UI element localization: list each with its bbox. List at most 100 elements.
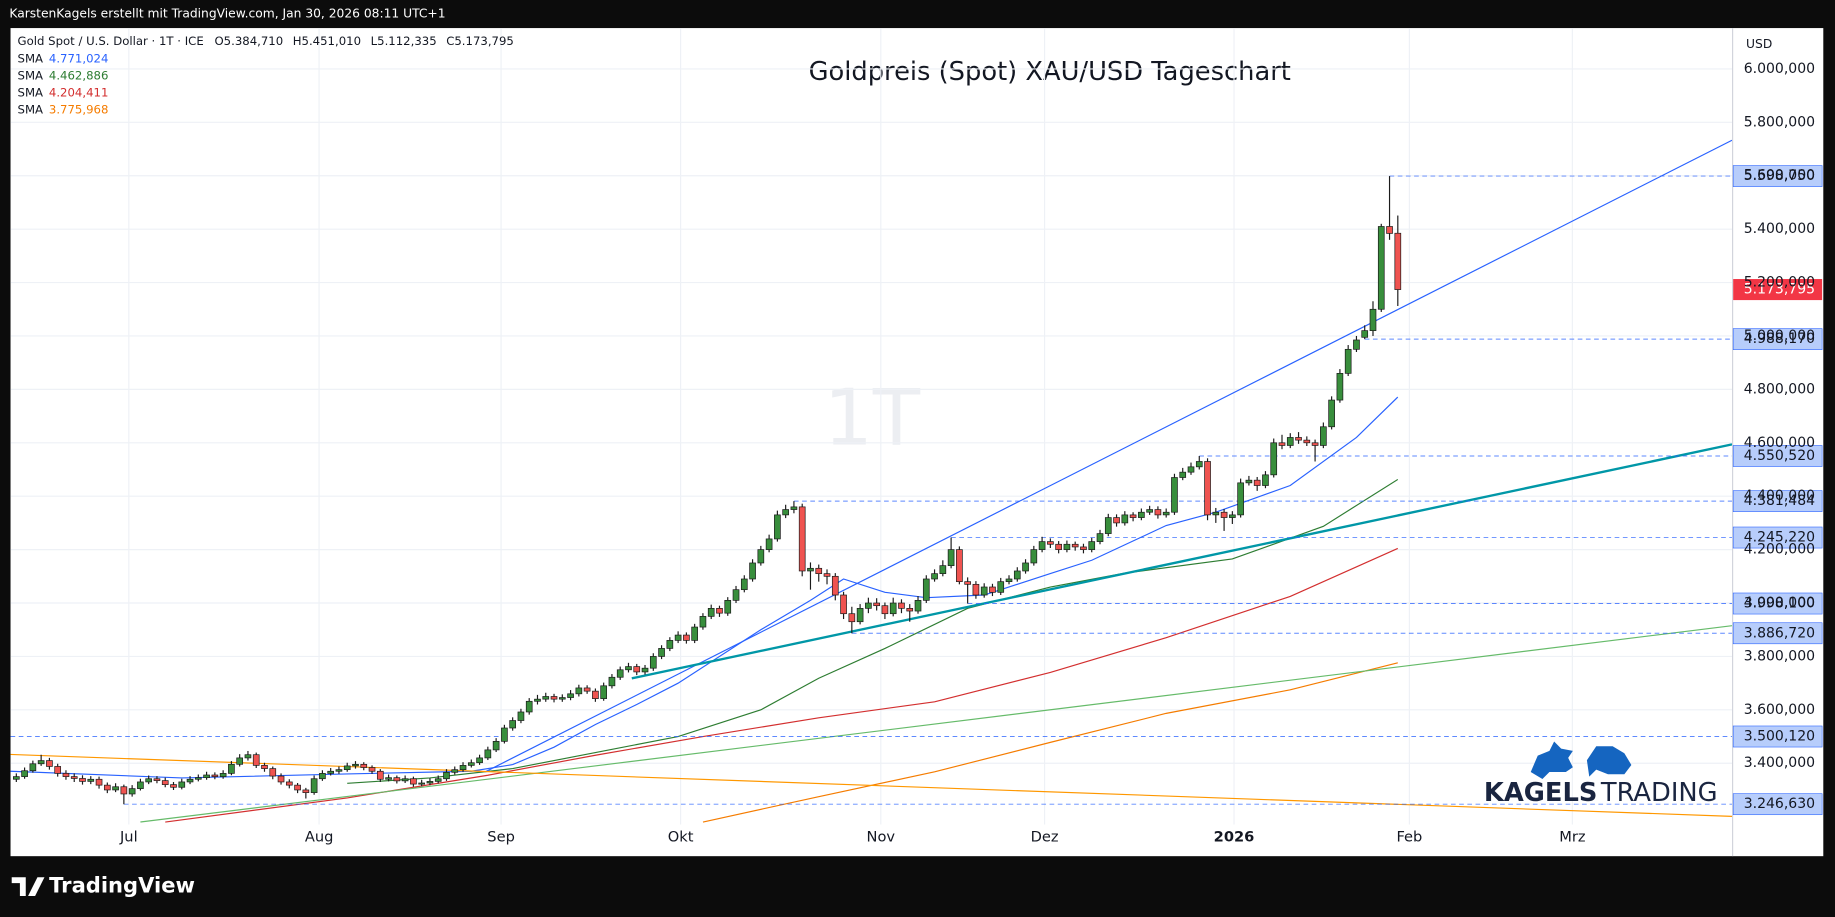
- level-label: 5.598,750: [1744, 168, 1815, 184]
- candle-body: [865, 602, 872, 609]
- candle-body: [1013, 570, 1021, 580]
- x-tick-label: Dez: [1031, 828, 1059, 845]
- candle-body: [683, 634, 690, 641]
- legend-name: SMA: [18, 68, 44, 82]
- candle-body: [1394, 232, 1402, 290]
- chart-pane: [10, 28, 1824, 857]
- candle-body: [592, 690, 599, 699]
- brand-logo: KAGELS TRADING: [1484, 741, 1718, 808]
- candle-body: [931, 573, 938, 580]
- x-tick-label: 2026: [1214, 828, 1255, 845]
- candle-body: [1113, 517, 1120, 524]
- candle-body: [1038, 541, 1046, 550]
- candle-body: [360, 763, 368, 768]
- legend-name: SMA: [18, 85, 44, 99]
- candle-body: [699, 616, 707, 628]
- level-badge: [1732, 622, 1823, 645]
- candle-body: [120, 786, 128, 795]
- legend-entry: SMA 4.204,411: [18, 85, 109, 99]
- candle-body: [848, 613, 856, 623]
- symbol: Gold Spot / U.S. Dollar · 1T · ICE: [18, 33, 204, 47]
- footer: TradingView: [11, 873, 195, 898]
- candle-body: [732, 589, 740, 601]
- candle-body: [790, 506, 798, 510]
- candle-body: [252, 754, 260, 766]
- bull-icon: [1530, 741, 1573, 779]
- candle-body: [467, 762, 475, 766]
- candle-body: [616, 669, 624, 678]
- legend-value: 4.204,411: [49, 85, 109, 99]
- candle-body: [1055, 543, 1062, 550]
- currency: USD: [1746, 37, 1772, 51]
- level-badge: [1732, 165, 1823, 187]
- candle-body: [219, 773, 227, 777]
- candle-body: [947, 549, 955, 566]
- candle-body: [1071, 543, 1079, 548]
- plot-area: [10, 28, 1733, 825]
- candle-body: [815, 567, 823, 574]
- footer-logo: TradingView: [49, 873, 195, 898]
- level-badge: [1732, 725, 1823, 748]
- candle-body: [989, 586, 996, 593]
- level-badge: [1732, 793, 1823, 816]
- candle-body: [1212, 511, 1220, 516]
- candle-body: [898, 602, 905, 609]
- candle-body: [972, 583, 980, 596]
- x-tick-label: Aug: [305, 828, 334, 845]
- brand-text: KAGELS TRADING: [1484, 778, 1718, 808]
- candle-body: [269, 768, 277, 777]
- candle-body: [1344, 348, 1352, 374]
- candle-body: [649, 656, 657, 669]
- y-tick-label: 3.400,000: [1744, 755, 1815, 771]
- candle-body: [236, 757, 244, 765]
- legend-entry: SMA 4.462,886: [18, 68, 109, 82]
- candle-body: [1320, 426, 1327, 446]
- candle-body: [608, 676, 616, 687]
- legend-name: SMA: [18, 102, 44, 116]
- candle-body: [443, 771, 450, 780]
- y-tick-label: 3.600,000: [1744, 702, 1815, 718]
- legend-value: 4.771,024: [49, 51, 109, 65]
- candle-body: [476, 757, 483, 764]
- candle-body: [1005, 578, 1013, 583]
- candle-body: [244, 754, 252, 759]
- candle-body: [856, 608, 864, 623]
- candle-body: [956, 549, 963, 583]
- candle-body: [79, 778, 86, 782]
- y-tick-label: 6.000,000: [1744, 61, 1815, 77]
- candle-body: [575, 687, 583, 695]
- candle-body: [1286, 437, 1294, 446]
- candle-body: [87, 778, 95, 782]
- y-tick-label: 5.400,000: [1744, 221, 1815, 237]
- candle-body: [980, 586, 988, 596]
- candle-body: [376, 770, 384, 780]
- candle-body: [501, 727, 508, 742]
- candle-body: [70, 776, 78, 779]
- y-tick-label: 3.800,000: [1744, 648, 1815, 664]
- candle-body: [517, 711, 525, 721]
- candle-body: [542, 696, 550, 700]
- candle-body: [228, 763, 235, 774]
- overlay: 5.598,750 4.988,170 4.550,520 4.381,484 4.24…: [1732, 165, 1823, 816]
- x-tick-label: Feb: [1396, 828, 1422, 845]
- trendline: [631, 443, 1733, 680]
- candle-body: [997, 581, 1005, 593]
- candle-body: [1245, 479, 1253, 484]
- sma-line: [702, 662, 1398, 823]
- brand-light: TRADING: [1600, 778, 1718, 808]
- candle-body: [352, 763, 359, 767]
- candle-body: [1295, 437, 1302, 441]
- x-tick-label: Okt: [668, 828, 694, 845]
- candle-body: [112, 786, 119, 791]
- level-label: 4.988,170: [1744, 331, 1815, 347]
- level-badge: [1732, 592, 1823, 615]
- candle-body: [261, 765, 268, 769]
- y-tick-label: 4.800,000: [1744, 381, 1815, 397]
- candle-body: [1229, 514, 1236, 518]
- candle-body: [558, 697, 566, 700]
- candle-body: [410, 778, 417, 785]
- bear-icon: [1586, 746, 1632, 777]
- candle-body: [1154, 509, 1162, 516]
- candle-body: [906, 608, 914, 612]
